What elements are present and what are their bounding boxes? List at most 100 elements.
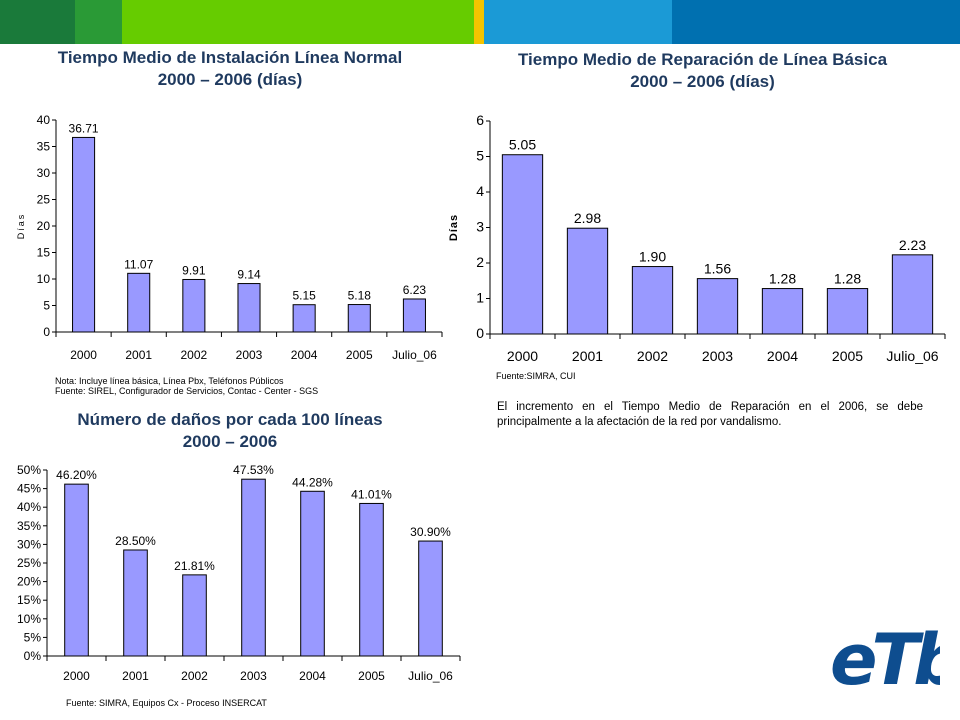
chart3-bar bbox=[359, 502, 384, 657]
chart2-bar bbox=[566, 227, 609, 335]
chart2-category-label: 2002 bbox=[637, 348, 668, 364]
chart1-title: Tiempo Medio de Instalación Línea Normal… bbox=[20, 47, 440, 91]
chart3-y-tick-label: 50% bbox=[17, 463, 41, 477]
chart3-bar bbox=[418, 540, 443, 657]
chart3-category-label: 2003 bbox=[240, 669, 267, 683]
chart1-category-label: 2002 bbox=[181, 348, 208, 362]
chart2-repair-time: 0 1 2 3 4 5 6 5.05 2000 2.98 2001 1.90 2002 1.56 2003 1… bbox=[448, 112, 946, 364]
chart3-y-tick-label: 10% bbox=[17, 612, 41, 626]
chart3-y-tick-label: 25% bbox=[17, 556, 41, 570]
chart3-bar bbox=[241, 478, 266, 657]
chart1-installation-time: 0 5 10 15 20 25 30 35 40 36.71 2000 11.07 2001 9.91 20… bbox=[16, 113, 443, 362]
chart2-comment: El incremento en el Tiempo Medio de Repa… bbox=[497, 401, 923, 428]
chart2-y-axis-label: Días bbox=[448, 214, 460, 241]
chart2-category-label: Julio_06 bbox=[886, 348, 938, 364]
chart2-data-label: 2.23 bbox=[899, 237, 926, 253]
header-segment-5 bbox=[484, 0, 672, 44]
chart3-title: Número de daños por cada 100 líneas 2000… bbox=[20, 409, 440, 453]
chart3-data-label: 30.90% bbox=[410, 525, 451, 539]
chart3-damages-per-100-lines: 0% 5% 10% 15% 20% 25% 30% 35% 40% 45% 50% 46.20% 200… bbox=[17, 463, 461, 683]
chart2-y-tick-label: 6 bbox=[476, 112, 484, 128]
chart3-data-label: 21.81% bbox=[174, 559, 215, 573]
chart2-y-tick-label: 0 bbox=[476, 325, 484, 341]
header-segment-3 bbox=[122, 0, 474, 44]
chart1-data-label: 5.15 bbox=[292, 289, 316, 303]
chart3-data-label: 28.50% bbox=[115, 534, 156, 548]
chart2-bar bbox=[631, 266, 674, 335]
header-segment-4 bbox=[474, 0, 484, 44]
chart1-y-tick-label: 0 bbox=[43, 325, 50, 339]
chart1-data-label: 9.91 bbox=[182, 263, 206, 277]
chart2-category-label: 2004 bbox=[767, 348, 798, 364]
chart1-y-tick-label: 5 bbox=[43, 299, 50, 313]
chart1-bar bbox=[182, 278, 206, 333]
chart1-bar bbox=[402, 298, 426, 333]
chart1-data-label: 36.71 bbox=[69, 121, 99, 135]
chart3-bar bbox=[64, 483, 89, 657]
header-segment-6 bbox=[672, 0, 960, 44]
chart3-category-label: 2001 bbox=[122, 669, 149, 683]
header-segment-2 bbox=[75, 0, 122, 44]
etb-logo-text: eTb bbox=[830, 619, 940, 698]
chart2-source: Fuente:SIMRA, CUI bbox=[496, 371, 576, 381]
chart3-data-label: 46.20% bbox=[56, 468, 97, 482]
chart1-y-tick-label: 25 bbox=[37, 193, 51, 207]
chart1-y-tick-label: 35 bbox=[37, 140, 51, 154]
chart2-y-tick-label: 2 bbox=[476, 254, 484, 270]
chart3-bar bbox=[300, 490, 325, 657]
chart2-data-label: 1.90 bbox=[639, 249, 666, 265]
chart1-category-label: 2003 bbox=[236, 348, 263, 362]
chart2-category-label: 2003 bbox=[702, 348, 733, 364]
chart1-source: Fuente: SIREL, Configurador de Servicios… bbox=[55, 386, 319, 396]
chart1-category-label: Julio_06 bbox=[392, 348, 437, 362]
chart3-data-label: 44.28% bbox=[292, 475, 333, 489]
chart2-bar bbox=[826, 288, 869, 335]
chart1-y-tick-label: 30 bbox=[37, 166, 51, 180]
chart1-category-label: 2000 bbox=[70, 348, 97, 362]
chart3-y-tick-label: 30% bbox=[17, 537, 41, 551]
chart3-bar bbox=[123, 549, 148, 657]
chart2-y-tick-label: 3 bbox=[476, 219, 484, 235]
chart3-y-tick-label: 40% bbox=[17, 500, 41, 514]
chart1-title-line1: Tiempo Medio de Instalación Línea Normal bbox=[57, 48, 403, 67]
chart1-y-tick-label: 10 bbox=[37, 272, 51, 286]
header-color-band bbox=[0, 0, 960, 44]
chart3-title-line2: 2000 – 2006 bbox=[182, 432, 278, 451]
chart2-category-label: 2000 bbox=[507, 348, 538, 364]
chart3-y-tick-label: 15% bbox=[17, 593, 41, 607]
chart3-bar bbox=[182, 574, 207, 657]
chart1-category-label: 2004 bbox=[291, 348, 318, 362]
chart3-y-tick-label: 5% bbox=[24, 630, 42, 644]
chart1-bar bbox=[127, 272, 151, 333]
chart1-data-label: 9.14 bbox=[237, 268, 261, 282]
chart1-title-line2: 2000 – 2006 (días) bbox=[157, 70, 303, 89]
chart3-y-tick-label: 45% bbox=[17, 482, 41, 496]
chart3-y-tick-label: 0% bbox=[24, 649, 42, 663]
chart2-bar bbox=[891, 254, 934, 335]
chart2-bar bbox=[696, 278, 739, 335]
chart2-category-label: 2001 bbox=[572, 348, 603, 364]
chart1-y-axis-label: Días bbox=[16, 213, 26, 240]
chart3-category-label: 2005 bbox=[358, 669, 385, 683]
chart3-category-label: 2000 bbox=[63, 669, 90, 683]
chart3-category-label: 2002 bbox=[181, 669, 208, 683]
chart1-y-tick-label: 20 bbox=[37, 219, 51, 233]
chart1-y-tick-label: 40 bbox=[37, 113, 51, 127]
chart1-y-tick-label: 15 bbox=[37, 246, 51, 260]
chart1-note: Nota: Incluye línea básica, Línea Pbx, T… bbox=[55, 376, 284, 386]
chart1-data-label: 6.23 bbox=[403, 283, 427, 297]
chart1-data-label: 11.07 bbox=[124, 257, 153, 271]
chart3-source: Fuente: SIMRA, Equipos Cx - Proceso INSE… bbox=[66, 698, 267, 708]
chart3-y-tick-label: 35% bbox=[17, 519, 41, 533]
chart1-category-label: 2005 bbox=[346, 348, 373, 362]
chart2-data-label: 1.28 bbox=[834, 271, 861, 287]
chart2-data-label: 1.56 bbox=[704, 261, 731, 277]
chart2-data-label: 2.98 bbox=[574, 210, 601, 226]
chart2-title-line2: 2000 – 2006 (días) bbox=[630, 72, 775, 91]
chart2-title: Tiempo Medio de Reparación de Línea Bási… bbox=[480, 49, 925, 93]
etb-logo: eTb bbox=[830, 619, 940, 698]
chart2-bar bbox=[761, 288, 804, 335]
chart1-category-label: 2001 bbox=[125, 348, 152, 362]
chart3-category-label: 2004 bbox=[299, 669, 326, 683]
chart1-bar bbox=[72, 136, 96, 333]
